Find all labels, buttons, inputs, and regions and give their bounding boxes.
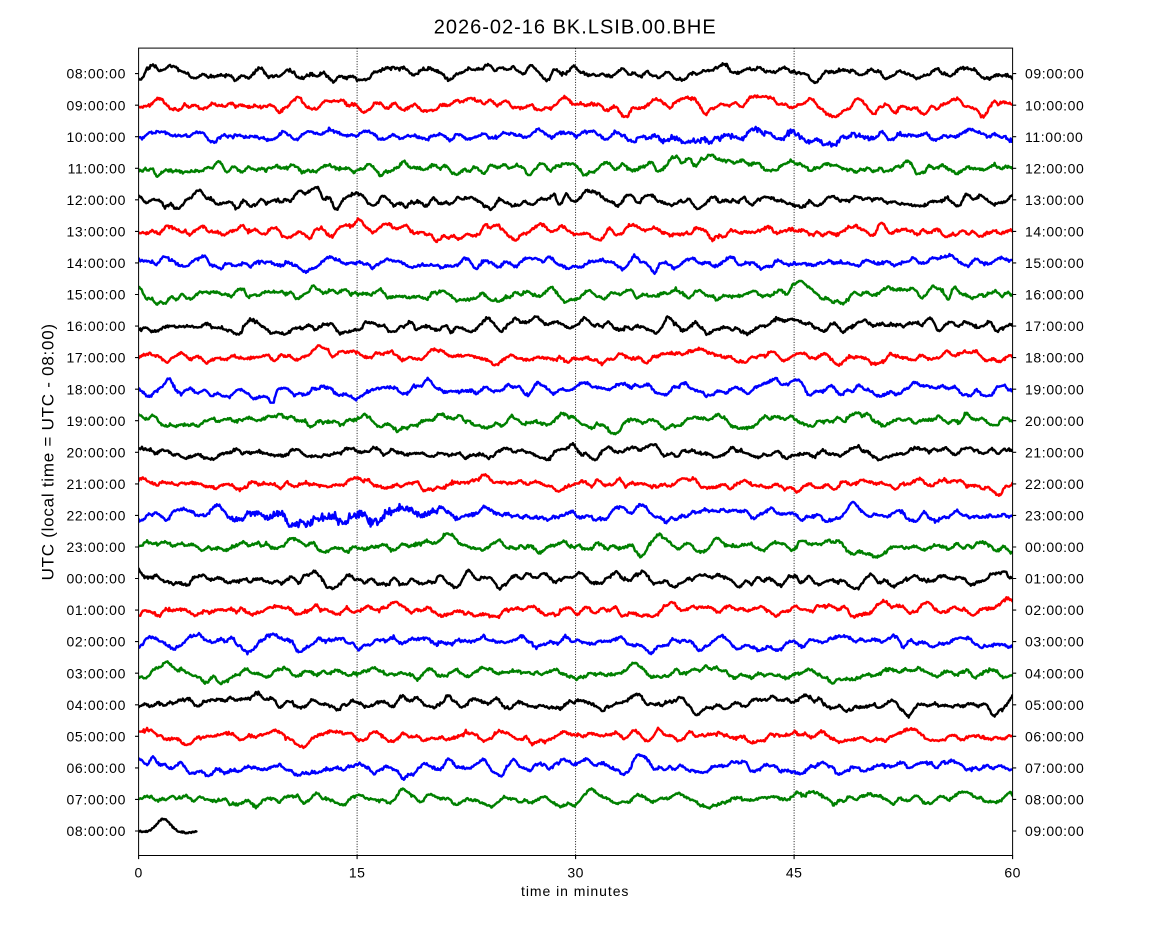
- svg-text:22:00:00: 22:00:00: [67, 508, 126, 524]
- svg-text:07:00:00: 07:00:00: [1025, 760, 1084, 776]
- svg-text:00:00:00: 00:00:00: [1025, 539, 1084, 555]
- svg-text:45: 45: [786, 865, 802, 881]
- svg-text:30: 30: [567, 865, 583, 881]
- svg-text:23:00:00: 23:00:00: [1025, 508, 1084, 524]
- svg-text:07:00:00: 07:00:00: [67, 792, 126, 808]
- svg-text:05:00:00: 05:00:00: [67, 728, 126, 744]
- svg-text:08:00:00: 08:00:00: [67, 823, 126, 839]
- svg-text:09:00:00: 09:00:00: [1025, 66, 1084, 82]
- svg-text:08:00:00: 08:00:00: [67, 66, 126, 82]
- svg-text:16:00:00: 16:00:00: [1025, 287, 1084, 303]
- svg-text:17:00:00: 17:00:00: [67, 350, 126, 366]
- svg-text:21:00:00: 21:00:00: [67, 476, 126, 492]
- svg-text:2026-02-16 BK.LSIB.00.BHE: 2026-02-16 BK.LSIB.00.BHE: [434, 17, 717, 39]
- svg-text:23:00:00: 23:00:00: [67, 539, 126, 555]
- svg-text:09:00:00: 09:00:00: [1025, 823, 1084, 839]
- svg-text:03:00:00: 03:00:00: [1025, 634, 1084, 650]
- svg-text:02:00:00: 02:00:00: [1025, 602, 1084, 618]
- svg-text:04:00:00: 04:00:00: [1025, 665, 1084, 681]
- svg-text:19:00:00: 19:00:00: [1025, 381, 1084, 397]
- svg-text:13:00:00: 13:00:00: [1025, 192, 1084, 208]
- svg-text:18:00:00: 18:00:00: [67, 381, 126, 397]
- svg-text:11:00:00: 11:00:00: [68, 160, 126, 176]
- svg-text:18:00:00: 18:00:00: [1025, 350, 1084, 366]
- svg-text:14:00:00: 14:00:00: [67, 255, 126, 271]
- svg-text:00:00:00: 00:00:00: [67, 571, 126, 587]
- svg-text:21:00:00: 21:00:00: [1025, 444, 1084, 460]
- svg-text:60: 60: [1004, 865, 1020, 881]
- svg-text:08:00:00: 08:00:00: [1025, 792, 1084, 808]
- svg-text:UTC (local time = UTC - 08:00): UTC (local time = UTC - 08:00): [39, 323, 58, 580]
- svg-text:19:00:00: 19:00:00: [67, 413, 126, 429]
- svg-text:06:00:00: 06:00:00: [1025, 728, 1084, 744]
- svg-text:20:00:00: 20:00:00: [67, 444, 126, 460]
- svg-text:14:00:00: 14:00:00: [1025, 224, 1084, 240]
- svg-text:20:00:00: 20:00:00: [1025, 413, 1084, 429]
- svg-text:12:00:00: 12:00:00: [1025, 160, 1084, 176]
- svg-text:16:00:00: 16:00:00: [67, 318, 126, 334]
- svg-text:10:00:00: 10:00:00: [1025, 97, 1084, 113]
- svg-text:05:00:00: 05:00:00: [1025, 697, 1084, 713]
- svg-text:04:00:00: 04:00:00: [67, 697, 126, 713]
- svg-text:17:00:00: 17:00:00: [1025, 318, 1084, 334]
- svg-text:11:00:00: 11:00:00: [1025, 129, 1083, 145]
- svg-text:13:00:00: 13:00:00: [67, 224, 126, 240]
- svg-text:22:00:00: 22:00:00: [1025, 476, 1084, 492]
- svg-text:time in minutes: time in minutes: [521, 883, 629, 899]
- svg-text:15:00:00: 15:00:00: [1025, 255, 1084, 271]
- svg-text:06:00:00: 06:00:00: [67, 760, 126, 776]
- svg-text:10:00:00: 10:00:00: [67, 129, 126, 145]
- svg-text:15: 15: [349, 865, 365, 881]
- svg-text:01:00:00: 01:00:00: [1025, 571, 1084, 587]
- svg-text:0: 0: [134, 865, 142, 881]
- svg-text:02:00:00: 02:00:00: [67, 634, 126, 650]
- svg-text:09:00:00: 09:00:00: [67, 97, 126, 113]
- svg-text:15:00:00: 15:00:00: [67, 287, 126, 303]
- svg-text:03:00:00: 03:00:00: [67, 665, 126, 681]
- svg-text:12:00:00: 12:00:00: [67, 192, 126, 208]
- svg-text:01:00:00: 01:00:00: [67, 602, 126, 618]
